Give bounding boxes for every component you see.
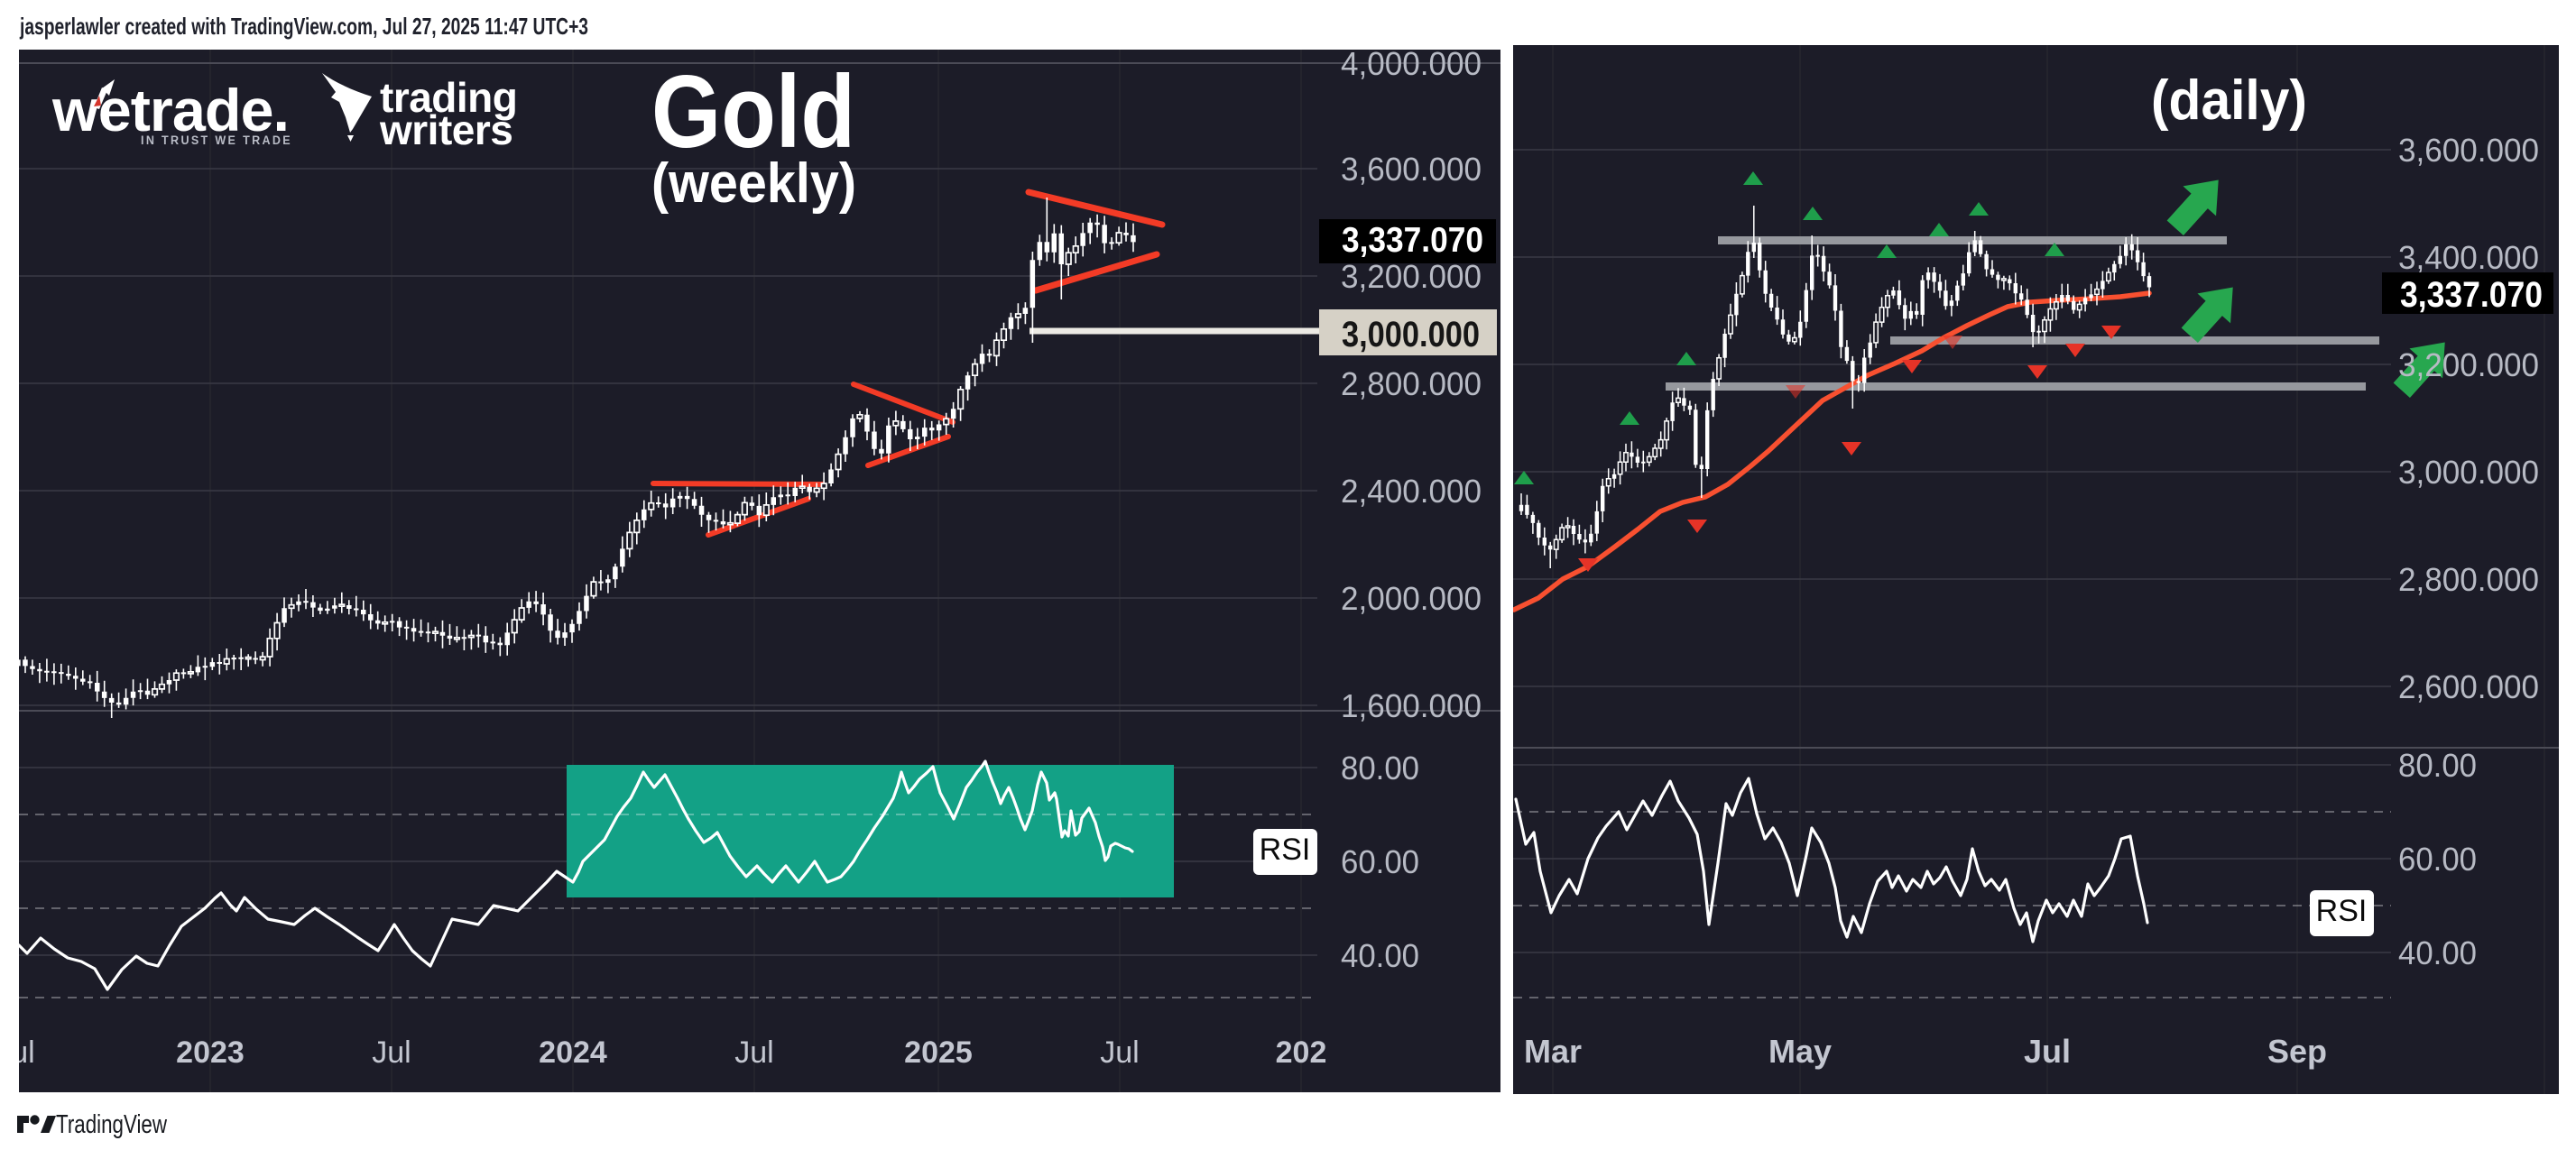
svg-text:Jul: Jul bbox=[0, 1035, 35, 1070]
svg-text:2,800.000: 2,800.000 bbox=[2398, 561, 2539, 598]
svg-text:Sep: Sep bbox=[2267, 1033, 2327, 1070]
svg-text:RSI: RSI bbox=[2316, 894, 2368, 928]
svg-text:writers: writers bbox=[379, 106, 512, 153]
svg-text:3,600.000: 3,600.000 bbox=[2398, 132, 2539, 169]
svg-text:trading: trading bbox=[380, 74, 517, 121]
svg-text:3,337.070: 3,337.070 bbox=[1342, 221, 1483, 260]
svg-text:(daily): (daily) bbox=[2151, 69, 2307, 132]
svg-text:Jul: Jul bbox=[372, 1035, 411, 1070]
svg-text:(weekly): (weekly) bbox=[651, 152, 856, 215]
svg-text:RSI: RSI bbox=[1260, 833, 1311, 867]
svg-text:1,600.000: 1,600.000 bbox=[1341, 687, 1482, 724]
svg-text:3,200.000: 3,200.000 bbox=[1341, 258, 1482, 295]
svg-text:2024: 2024 bbox=[539, 1035, 607, 1070]
svg-text:4,000.000: 4,000.000 bbox=[1341, 45, 1482, 82]
svg-text:May: May bbox=[1768, 1033, 1832, 1070]
svg-text:2,600.000: 2,600.000 bbox=[2398, 668, 2539, 705]
svg-text:Jul: Jul bbox=[2024, 1033, 2071, 1070]
svg-text:80.00: 80.00 bbox=[1341, 750, 1419, 787]
svg-text:60.00: 60.00 bbox=[1341, 843, 1419, 880]
svg-text:80.00: 80.00 bbox=[2398, 747, 2477, 784]
svg-text:IN TRUST WE TRADE: IN TRUST WE TRADE bbox=[141, 133, 292, 147]
svg-text:202: 202 bbox=[1276, 1035, 1327, 1070]
svg-text:60.00: 60.00 bbox=[2398, 841, 2477, 878]
svg-text:2,000.000: 2,000.000 bbox=[1341, 580, 1482, 617]
svg-text:Mar: Mar bbox=[1524, 1033, 1582, 1070]
svg-text:2,400.000: 2,400.000 bbox=[1341, 473, 1482, 510]
svg-text:40.00: 40.00 bbox=[1341, 937, 1419, 974]
svg-text:3,337.070: 3,337.070 bbox=[2400, 275, 2543, 315]
svg-text:3,000.000: 3,000.000 bbox=[1342, 315, 1480, 354]
svg-text:Gold: Gold bbox=[651, 55, 855, 170]
svg-text:TradingView: TradingView bbox=[56, 1110, 168, 1139]
svg-text:3,400.000: 3,400.000 bbox=[2398, 239, 2539, 276]
svg-text:2025: 2025 bbox=[904, 1035, 973, 1070]
svg-text:2023: 2023 bbox=[176, 1035, 245, 1070]
svg-text:3,600.000: 3,600.000 bbox=[1341, 151, 1482, 188]
svg-text:Jul: Jul bbox=[1100, 1035, 1139, 1070]
svg-text:3,200.000: 3,200.000 bbox=[2398, 346, 2539, 383]
svg-text:40.00: 40.00 bbox=[2398, 934, 2477, 971]
svg-text:2,800.000: 2,800.000 bbox=[1341, 365, 1482, 402]
svg-text:3,000.000: 3,000.000 bbox=[2398, 454, 2539, 491]
svg-text:wetrade.: wetrade. bbox=[51, 77, 289, 143]
svg-text:Jul: Jul bbox=[734, 1035, 773, 1070]
svg-text:jasperlawler created with Trad: jasperlawler created with TradingView.co… bbox=[19, 13, 588, 40]
